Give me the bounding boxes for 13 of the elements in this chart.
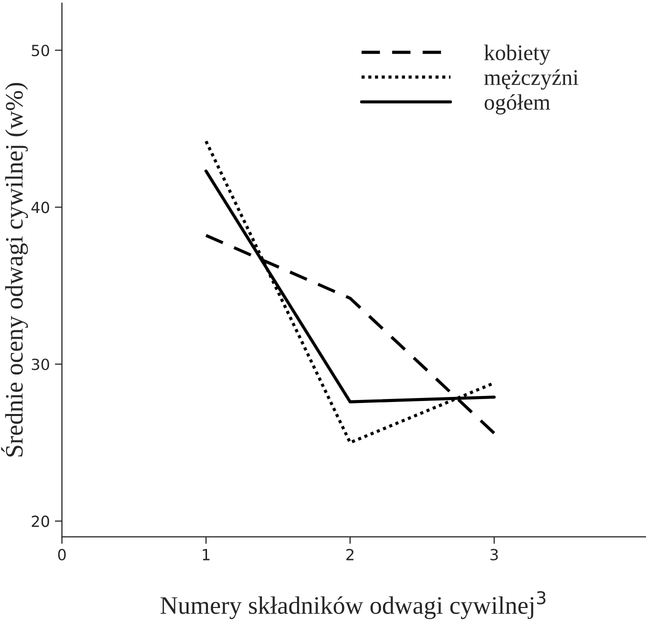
- y-axis-title: Średnie oceny odwagi cywilnej (w%): [1, 82, 28, 456]
- legend-label: ogółem: [484, 94, 550, 114]
- x-tick-label: 3: [490, 548, 498, 560]
- legend-label: mężczyźni: [484, 69, 578, 90]
- y-tick-label: 50: [32, 44, 50, 56]
- y-tick-label: 30: [32, 358, 50, 370]
- x-tick-label: 2: [346, 548, 354, 560]
- x-tick-label: 0: [58, 548, 66, 560]
- x-axis-title: Numery składników odwagi cywilnej$^{3}$: [160, 591, 546, 620]
- x-tick-label: 1: [202, 549, 210, 560]
- y-tick-label: 40: [31, 202, 50, 214]
- legend-label: kobiety: [484, 44, 550, 65]
- y-tick-label: 20: [32, 516, 50, 528]
